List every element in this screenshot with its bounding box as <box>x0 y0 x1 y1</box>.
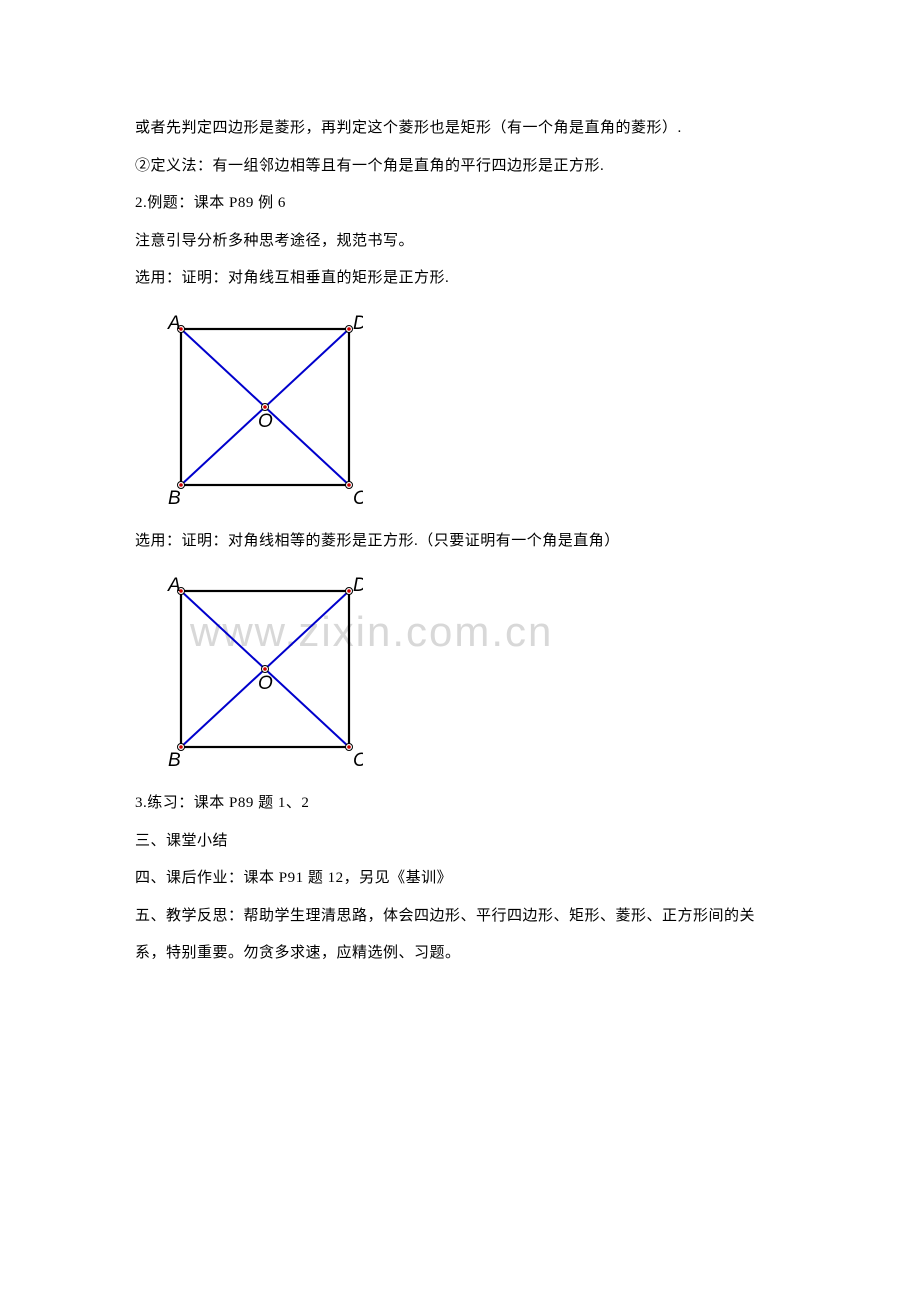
label-b: B <box>168 488 181 508</box>
paragraph-line: 2.例题：课本 P89 例 6 <box>135 185 785 223</box>
paragraph-line: 选用：证明：对角线相等的菱形是正方形.（只要证明有一个角是直角） <box>135 523 785 561</box>
paragraph-line: 四、课后作业：课本 P91 题 12，另见《基训》 <box>135 860 785 898</box>
vertex-d-inner <box>347 327 351 331</box>
vertex-b-inner <box>179 745 183 749</box>
label-d: D <box>353 575 363 596</box>
paragraph-line: 或者先判定四边形是菱形，再判定这个菱形也是矩形（有一个角是直角的菱形）. <box>135 110 785 148</box>
paragraph-line: 注意引导分析多种思考途径，规范书写。 <box>135 223 785 261</box>
label-o: O <box>258 673 273 694</box>
label-o: O <box>258 411 273 432</box>
paragraph-line: 选用：证明：对角线互相垂直的矩形是正方形. <box>135 260 785 298</box>
paragraph-line: 五、教学反思：帮助学生理清思路，体会四边形、平行四边形、矩形、菱形、正方形间的关… <box>135 898 785 973</box>
label-b: B <box>168 750 181 770</box>
vertex-d-inner <box>347 589 351 593</box>
square-diagram-svg: A D B C O <box>153 313 363 508</box>
label-d: D <box>353 313 363 334</box>
geometry-diagram-1: A D B C O <box>153 313 785 508</box>
label-c: C <box>353 488 363 508</box>
vertex-o-inner <box>263 405 267 409</box>
square-diagram-svg-2: A D B C O <box>153 575 363 770</box>
label-a: A <box>167 575 181 596</box>
vertex-b-inner <box>179 483 183 487</box>
document-content: 或者先判定四边形是菱形，再判定这个菱形也是矩形（有一个角是直角的菱形）. ②定义… <box>135 110 785 973</box>
geometry-diagram-2: A D B C O <box>153 575 785 770</box>
paragraph-line: 3.练习：课本 P89 题 1、2 <box>135 785 785 823</box>
vertex-c-inner <box>347 483 351 487</box>
paragraph-line: 三、课堂小结 <box>135 823 785 861</box>
vertex-o-inner <box>263 667 267 671</box>
paragraph-line: ②定义法：有一组邻边相等且有一个角是直角的平行四边形是正方形. <box>135 148 785 186</box>
vertex-c-inner <box>347 745 351 749</box>
label-a: A <box>167 313 181 334</box>
label-c: C <box>353 750 363 770</box>
